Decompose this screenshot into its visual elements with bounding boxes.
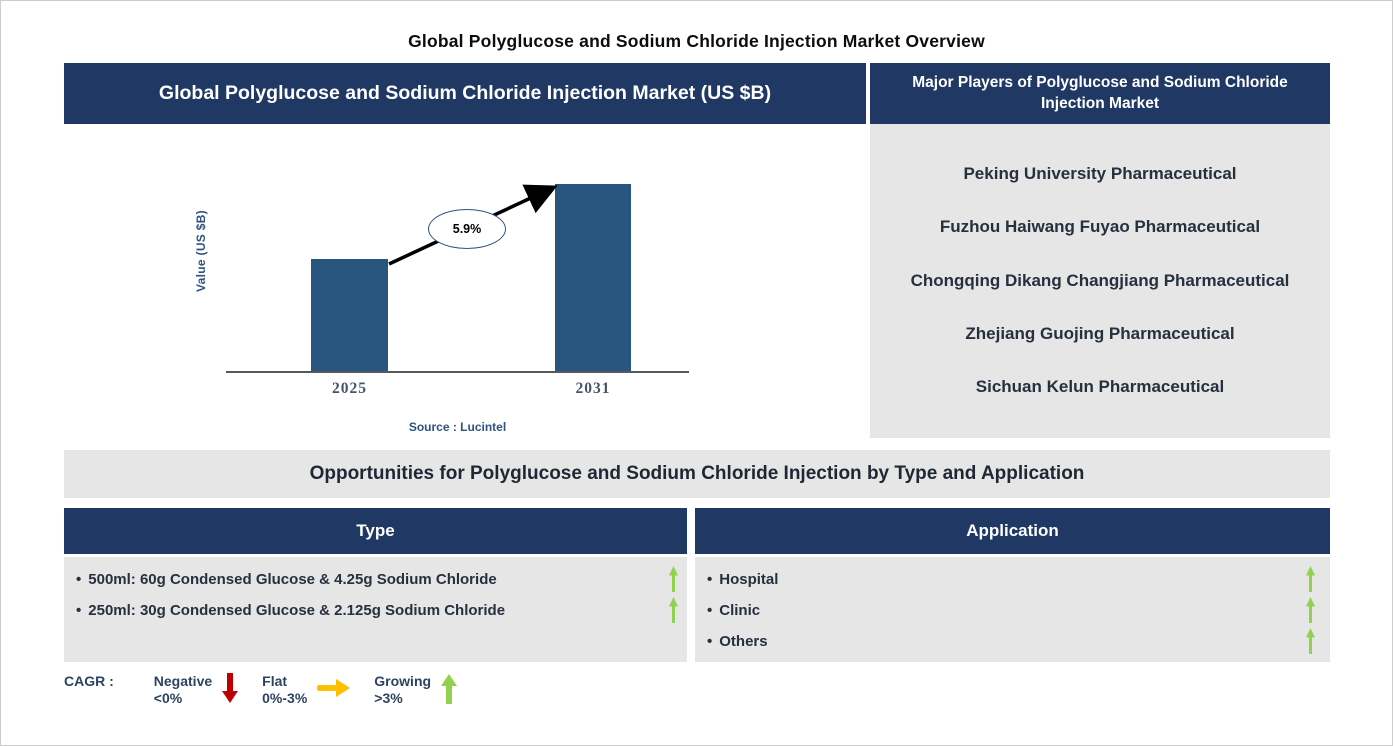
flat-right-arrow-icon (317, 679, 351, 700)
x-tick-2025: 2025 (332, 380, 367, 397)
list-item: Clinic (707, 595, 1316, 626)
legend-range: <0% (153, 690, 183, 706)
x-tick-2031: 2031 (575, 380, 611, 397)
growth-arrow (388, 184, 558, 266)
legend-label: Flat (262, 673, 288, 689)
application-item-label: Hospital (707, 571, 778, 588)
list-item: 500ml: 60g Condensed Glucose & 4.25g Sod… (76, 564, 679, 595)
application-item-label: Others (707, 633, 767, 650)
chart-panel-header: Global Polyglucose and Sodium Chloride I… (64, 63, 866, 124)
growing-up-arrow-icon (1305, 597, 1316, 624)
legend-range: 0%-3% (262, 690, 308, 706)
type-list: 500ml: 60g Condensed Glucose & 4.25g Sod… (64, 557, 687, 662)
bar-2031 (555, 184, 631, 371)
growing-up-arrow-icon (1305, 566, 1316, 593)
legend-item-flat: Flat 0%-3% (262, 673, 351, 707)
type-item-label: 250ml: 30g Condensed Glucose & 2.125g So… (76, 602, 505, 619)
legend-item-growing: Growing >3% (374, 673, 458, 707)
major-players-list: Peking University Pharmaceutical Fuzhou … (870, 124, 1330, 438)
list-item: Chongqing Dikang Changjiang Pharmaceutic… (910, 270, 1290, 290)
list-item: Others (707, 626, 1316, 657)
application-section-header: Application (695, 508, 1330, 554)
list-item: Sichuan Kelun Pharmaceutical (975, 377, 1225, 397)
type-section-header: Type (64, 508, 687, 554)
opportunities-banner: Opportunities for Polyglucose and Sodium… (64, 450, 1330, 498)
growing-up-arrow-icon (668, 597, 679, 624)
negative-down-arrow-icon (222, 673, 239, 707)
list-item: Fuzhou Haiwang Fuyao Pharmaceutical (939, 217, 1261, 237)
major-players-header: Major Players of Polyglucose and Sodium … (870, 63, 1330, 124)
list-item: Hospital (707, 564, 1316, 595)
application-list: Hospital Clinic Others (695, 557, 1330, 662)
legend-item-negative: Negative <0% (153, 673, 239, 707)
growing-up-arrow-icon (668, 566, 679, 593)
x-axis-line (226, 371, 689, 373)
legend-range: >3% (374, 690, 403, 706)
cagr-legend-title: CAGR : (64, 673, 114, 689)
page-title: Global Polyglucose and Sodium Chloride I… (408, 31, 985, 51)
y-axis-label: Value (US $B) (194, 210, 208, 292)
cagr-legend: CAGR : Negative <0% Flat 0%-3% Growing >… (64, 673, 481, 707)
growing-up-arrow-icon (1305, 628, 1316, 655)
bar-chart: Value (US $B) 5.9% 2025 2031 Source : Lu… (64, 124, 866, 449)
cagr-callout: 5.9% (428, 209, 506, 249)
application-item-label: Clinic (707, 602, 760, 619)
list-item: Peking University Pharmaceutical (963, 163, 1237, 183)
type-item-label: 500ml: 60g Condensed Glucose & 4.25g Sod… (76, 571, 496, 588)
source-note: Source : Lucintel (408, 420, 507, 434)
growing-up-arrow-icon (441, 673, 458, 707)
list-item: Zhejiang Guojing Pharmaceutical (965, 324, 1235, 343)
legend-label: Negative (153, 673, 213, 689)
legend-label: Growing (374, 673, 432, 689)
list-item: 250ml: 30g Condensed Glucose & 2.125g So… (76, 595, 679, 626)
bar-2025 (311, 259, 388, 371)
cagr-value: 5.9% (452, 222, 482, 236)
